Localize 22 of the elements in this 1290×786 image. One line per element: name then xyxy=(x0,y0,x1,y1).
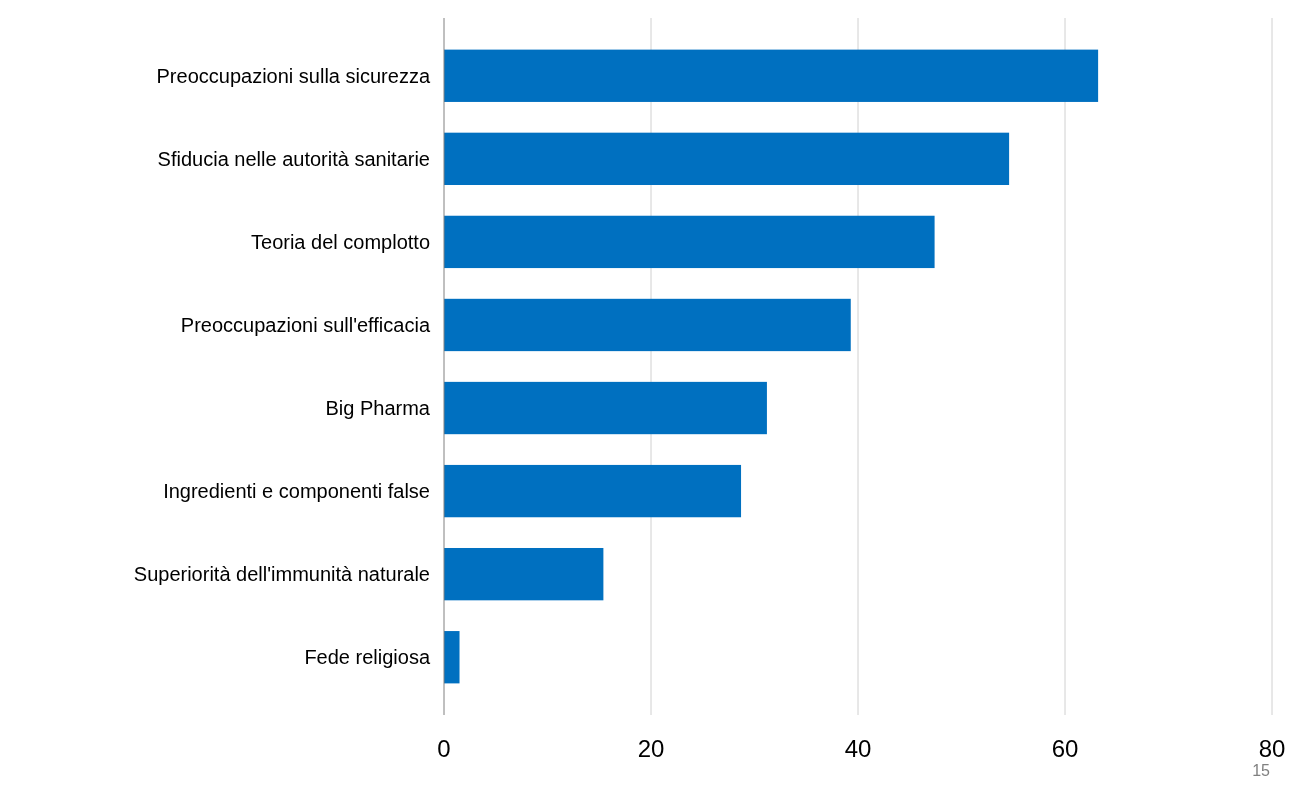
y-tick-label: Ingredienti e componenti false xyxy=(163,480,430,503)
y-tick-label: Superiorità dell'immunità naturale xyxy=(133,563,430,586)
y-tick-label: Fede religiosa xyxy=(304,646,431,669)
bar xyxy=(444,547,604,601)
x-tick-label: 60 xyxy=(1051,735,1079,762)
bar xyxy=(444,215,935,269)
y-tick-label: Teoria del complotto xyxy=(251,230,430,253)
bar xyxy=(444,132,1010,186)
x-tick-label: 80 xyxy=(1258,735,1286,762)
y-tick-label: Preoccupazioni sull'efficacia xyxy=(180,313,431,336)
y-tick-label: Sfiducia nelle autorità sanitarie xyxy=(157,147,430,170)
x-tick-label: 0 xyxy=(437,735,451,762)
x-tick-label: 20 xyxy=(637,735,665,762)
y-tick-label: Big Pharma xyxy=(325,397,431,420)
x-tick-label: 40 xyxy=(844,735,872,762)
bar xyxy=(444,298,851,352)
bar xyxy=(444,464,742,518)
bar xyxy=(444,381,767,435)
bar xyxy=(444,631,460,684)
y-tick-label: Preoccupazioni sulla sicurezza xyxy=(156,64,431,87)
text: 15 xyxy=(1252,762,1271,779)
bar xyxy=(444,49,1099,102)
